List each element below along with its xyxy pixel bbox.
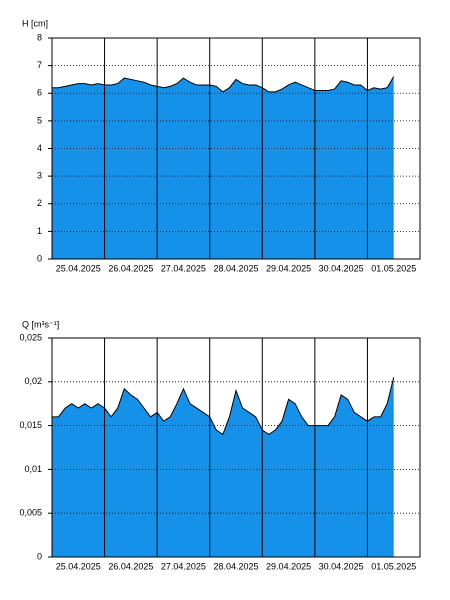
x-tick-label: 26.04.2025 bbox=[108, 561, 153, 571]
y-tick-label: 0,005 bbox=[19, 508, 42, 518]
x-tick-label: 25.04.2025 bbox=[56, 263, 101, 273]
x-tick-label: 27.04.2025 bbox=[161, 263, 206, 273]
x-tick-label: 29.04.2025 bbox=[266, 561, 311, 571]
area-outline bbox=[52, 76, 395, 93]
area bbox=[52, 76, 394, 259]
x-tick-label: 26.04.2025 bbox=[108, 263, 153, 273]
x-tick-label: 25.04.2025 bbox=[56, 561, 101, 571]
y-tick-label: 0 bbox=[37, 551, 42, 561]
y-tick-label: 0,02 bbox=[24, 376, 42, 386]
x-tick-label: 28.04.2025 bbox=[213, 561, 258, 571]
y-tick-label: 4 bbox=[37, 143, 42, 153]
area bbox=[52, 377, 394, 557]
y-axis-label: H [cm] bbox=[22, 18, 48, 28]
area-outline bbox=[52, 377, 395, 436]
y-tick-label: 0 bbox=[37, 253, 42, 263]
x-tick-label: 01.05.2025 bbox=[371, 561, 416, 571]
x-tick-label: 28.04.2025 bbox=[213, 263, 258, 273]
x-tick-label: 30.04.2025 bbox=[319, 263, 364, 273]
x-tick-label: 01.05.2025 bbox=[371, 263, 416, 273]
plot-frame bbox=[51, 337, 421, 558]
y-tick-label: 1 bbox=[37, 226, 42, 236]
y-tick-label: 6 bbox=[37, 88, 42, 98]
y-tick-label: 7 bbox=[37, 60, 42, 70]
y-tick-label: 5 bbox=[37, 115, 42, 125]
y-tick-label: 8 bbox=[37, 32, 42, 42]
y-tick-label: 0,01 bbox=[24, 464, 42, 474]
y-tick-label: 0,015 bbox=[19, 420, 42, 430]
x-tick-label: 29.04.2025 bbox=[266, 263, 311, 273]
plot-frame bbox=[51, 37, 421, 260]
x-tick-label: 27.04.2025 bbox=[161, 561, 206, 571]
y-tick-label: 2 bbox=[37, 198, 42, 208]
x-tick-label: 30.04.2025 bbox=[319, 561, 364, 571]
y-axis-label: Q [m³s⁻¹] bbox=[22, 319, 59, 329]
y-tick-label: 0,025 bbox=[19, 332, 42, 342]
y-tick-label: 3 bbox=[37, 171, 42, 181]
